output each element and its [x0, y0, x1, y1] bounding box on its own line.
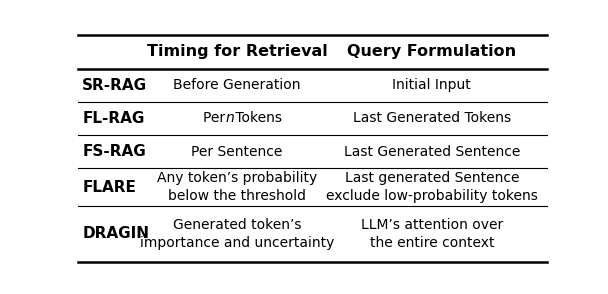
Text: LLM’s attention over
the entire context: LLM’s attention over the entire context	[361, 218, 503, 250]
Text: FLARE: FLARE	[82, 180, 136, 195]
Text: Last Generated Tokens: Last Generated Tokens	[353, 111, 511, 125]
Text: Query Formulation: Query Formulation	[347, 44, 516, 59]
Text: FL-RAG: FL-RAG	[82, 111, 145, 126]
Text: Any token’s probability
below the threshold: Any token’s probability below the thresh…	[157, 171, 317, 203]
Text: DRAGIN: DRAGIN	[82, 226, 149, 241]
Text: Tokens: Tokens	[232, 111, 283, 125]
Text: Last generated Sentence
exclude low-probability tokens: Last generated Sentence exclude low-prob…	[326, 171, 537, 203]
Text: Initial Input: Initial Input	[392, 78, 471, 92]
Text: Per Sentence: Per Sentence	[192, 145, 283, 158]
Text: Before Generation: Before Generation	[173, 78, 301, 92]
Text: Timing for Retrieval: Timing for Retrieval	[147, 44, 328, 59]
Text: Per: Per	[203, 111, 230, 125]
Text: Generated token’s
importance and uncertainty: Generated token’s importance and uncerta…	[140, 218, 334, 250]
Text: FS-RAG: FS-RAG	[82, 144, 146, 159]
Text: n: n	[226, 111, 235, 125]
Text: SR-RAG: SR-RAG	[82, 78, 147, 93]
Text: Last Generated Sentence: Last Generated Sentence	[344, 145, 520, 158]
